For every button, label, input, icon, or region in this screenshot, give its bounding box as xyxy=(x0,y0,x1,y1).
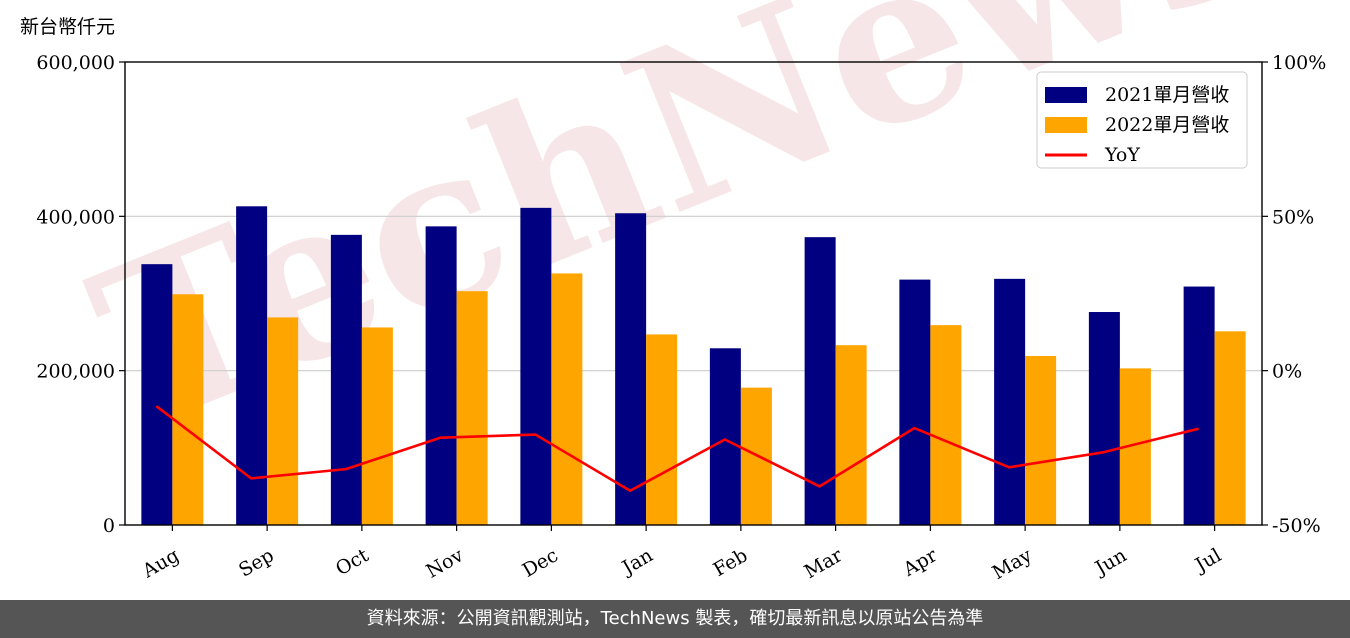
y-left-tick-label: 200,000 xyxy=(36,361,115,383)
x-tick-label-apr: Apr xyxy=(899,544,942,581)
bar-2021-oct xyxy=(330,234,362,525)
bar-2022-may xyxy=(1025,356,1057,525)
x-tick-label-nov: Nov xyxy=(423,544,468,583)
revenue-chart: TechNews 0200,000400,000600,000-50%0%50%… xyxy=(20,0,1326,584)
x-tick-label-jun: Jun xyxy=(1090,544,1131,580)
legend-label-2: YoY xyxy=(1104,144,1140,166)
y-left-tick-label: 400,000 xyxy=(36,206,115,228)
bar-2021-jul xyxy=(1183,286,1215,525)
x-tick-label-jul: Jul xyxy=(1190,544,1225,577)
legend-swatch-1 xyxy=(1045,117,1087,133)
x-tick-label-may: May xyxy=(989,544,1036,584)
x-tick-label-mar: Mar xyxy=(801,544,847,583)
y-left-tick-label: 0 xyxy=(103,515,115,537)
y-right-tick-label: 100% xyxy=(1272,52,1326,74)
y-right-tick-label: 0% xyxy=(1272,361,1302,383)
x-tick-label-aug: Aug xyxy=(138,544,183,583)
bar-2021-feb xyxy=(709,348,741,525)
legend: 2021單月營收 2022單月營收 YoY xyxy=(1036,71,1248,169)
bar-2022-nov xyxy=(456,291,488,525)
bar-2021-apr xyxy=(899,279,931,525)
legend-label-0: 2021單月營收 xyxy=(1105,84,1229,106)
x-tick-label-sep: Sep xyxy=(235,544,278,581)
bar-2022-jul xyxy=(1214,331,1246,525)
bar-2022-oct xyxy=(361,327,393,525)
bar-2021-nov xyxy=(425,226,457,526)
yoy-line-group xyxy=(155,405,1199,493)
y-right-tick-label: 50% xyxy=(1272,206,1314,228)
y-left-tick-label: 600,000 xyxy=(36,52,115,74)
gridlines xyxy=(125,215,1262,372)
bar-2021-jan xyxy=(615,213,647,525)
bar-2021-aug xyxy=(141,264,173,525)
bar-2022-sep xyxy=(267,317,299,525)
bar-2022-apr xyxy=(930,325,962,525)
plot-frame xyxy=(124,61,1263,526)
legend-box xyxy=(1036,71,1248,169)
bar-2021-may xyxy=(994,278,1026,525)
legend-label-1: 2022單月營收 xyxy=(1105,114,1229,136)
x-tick-label-oct: Oct xyxy=(332,544,373,580)
bars-group xyxy=(141,206,1246,526)
source-footer: 資料來源：公開資訊觀測站，TechNews 製表，確切最新訊息以原站公告為準 xyxy=(0,600,1350,638)
bar-2021-mar xyxy=(804,237,836,525)
yoy-line xyxy=(155,405,1199,493)
bar-2021-dec xyxy=(520,207,552,525)
x-tick-label-feb: Feb xyxy=(710,544,752,581)
bar-2022-aug xyxy=(172,294,204,525)
x-tick-label-jan: Jan xyxy=(617,544,657,580)
bar-2022-dec xyxy=(551,273,583,525)
bar-2022-jan xyxy=(646,334,678,525)
y-unit-label: 新台幣仟元 xyxy=(20,16,115,38)
bar-2021-jun xyxy=(1088,312,1120,525)
bar-2022-mar xyxy=(835,345,867,525)
y-right-tick-label: -50% xyxy=(1272,515,1321,537)
x-tick-label-dec: Dec xyxy=(519,544,562,582)
legend-swatch-0 xyxy=(1045,87,1087,103)
